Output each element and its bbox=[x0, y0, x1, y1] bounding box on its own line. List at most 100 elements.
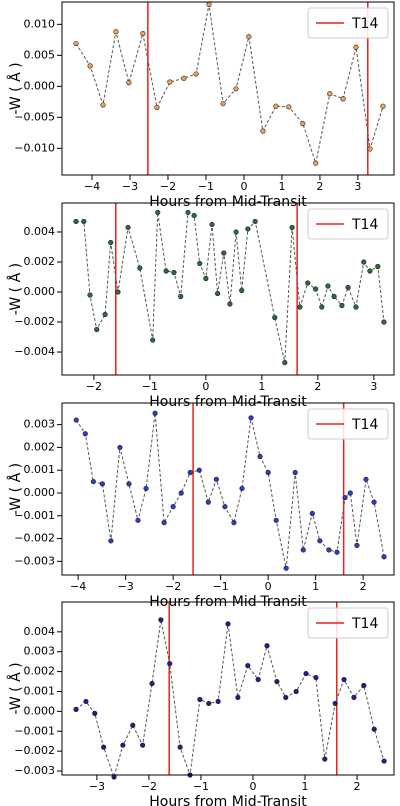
panel: −0.004 −0.002 0.000 0.002 0.004 −2 −1 0 1 2 3 Hours… bbox=[7, 202, 395, 410]
data-point bbox=[185, 209, 191, 216]
data-point bbox=[117, 444, 123, 451]
panel: −0.010 −0.005 0.000 0.005 0.010 −4 −3 −2 −1 0 1 2 3 H… bbox=[7, 1, 395, 210]
data-point bbox=[73, 40, 79, 47]
x-tick-label: −4 bbox=[84, 180, 100, 193]
x-tick-label: −4 bbox=[70, 580, 86, 593]
data-point bbox=[264, 643, 270, 649]
data-point bbox=[187, 469, 193, 476]
x-tick-label: −3 bbox=[122, 180, 138, 193]
data-point bbox=[227, 301, 233, 307]
data-point bbox=[317, 538, 323, 544]
data-line bbox=[75, 4, 384, 166]
data-point bbox=[137, 265, 143, 271]
data-point bbox=[340, 96, 346, 102]
x-tick-label: 1 bbox=[312, 580, 319, 593]
data-point bbox=[319, 304, 325, 310]
data-point bbox=[283, 694, 289, 701]
plot-frame bbox=[61, 1, 395, 176]
data-point bbox=[246, 34, 252, 40]
data-point bbox=[149, 680, 155, 687]
data-point bbox=[361, 259, 367, 265]
data-point bbox=[367, 268, 373, 274]
data-point bbox=[171, 269, 177, 276]
data-point bbox=[197, 696, 203, 703]
x-tick-label: −3 bbox=[118, 580, 134, 593]
x-tick-label: 1 bbox=[302, 780, 309, 793]
y-axis-label: -W ( Å ) bbox=[7, 62, 24, 114]
data-point bbox=[81, 218, 87, 225]
x-tick-label: 1 bbox=[258, 380, 265, 393]
data-point bbox=[381, 758, 387, 764]
data-point bbox=[248, 415, 254, 421]
data-point bbox=[181, 75, 187, 81]
y-tick-label: 0.003 bbox=[24, 645, 56, 658]
data-point bbox=[99, 481, 105, 487]
x-tick-label: −1 bbox=[213, 580, 229, 593]
data-point bbox=[239, 485, 245, 492]
y-tick-label: −0.003 bbox=[14, 554, 55, 567]
data-point bbox=[325, 283, 331, 289]
x-tick-label: 0 bbox=[249, 780, 256, 793]
data-point bbox=[322, 756, 328, 762]
data-point bbox=[203, 275, 209, 282]
x-tick-label: 2 bbox=[360, 580, 367, 593]
data-point bbox=[191, 212, 197, 219]
data-point bbox=[361, 682, 367, 689]
data-point bbox=[327, 91, 333, 97]
x-tick-label: 1 bbox=[278, 180, 285, 193]
data-point bbox=[197, 260, 203, 267]
data-point bbox=[286, 104, 292, 110]
data-point bbox=[272, 314, 278, 321]
data-point bbox=[260, 128, 266, 134]
y-tick-label: 0.001 bbox=[24, 463, 56, 476]
y-tick-label: 0.002 bbox=[24, 255, 56, 268]
data-point bbox=[300, 120, 306, 127]
data-point bbox=[313, 160, 319, 166]
legend-box bbox=[307, 7, 389, 39]
y-tick-label: 0.002 bbox=[24, 665, 56, 678]
y-axis-label: -W ( Å ) bbox=[7, 463, 24, 515]
data-point bbox=[245, 226, 251, 232]
data-point bbox=[300, 547, 306, 553]
data-point bbox=[73, 706, 79, 712]
data-point bbox=[143, 485, 149, 492]
data-point bbox=[354, 542, 360, 548]
data-point bbox=[83, 698, 89, 705]
y-tick-label: −0.002 bbox=[14, 315, 55, 328]
data-point bbox=[206, 700, 212, 707]
data-point bbox=[92, 710, 98, 716]
data-point bbox=[239, 287, 245, 294]
x-tick-label: −2 bbox=[165, 580, 181, 593]
x-tick-label: −1 bbox=[142, 380, 158, 393]
x-tick-label: 2 bbox=[314, 380, 321, 393]
data-point bbox=[115, 289, 121, 295]
y-tick-label: −0.001 bbox=[14, 724, 55, 737]
data-point bbox=[178, 490, 184, 496]
data-point bbox=[309, 510, 315, 517]
data-point bbox=[150, 337, 156, 343]
data-point bbox=[381, 319, 387, 325]
data-point bbox=[213, 476, 219, 482]
data-point bbox=[87, 63, 93, 69]
data-point bbox=[126, 481, 132, 487]
data-point bbox=[161, 520, 167, 526]
y-tick-label: 0.000 bbox=[24, 704, 56, 717]
x-tick-label: −2 bbox=[86, 380, 102, 393]
y-axis-label: -W ( Å ) bbox=[7, 662, 24, 714]
data-point bbox=[367, 146, 373, 152]
data-point bbox=[206, 1, 212, 8]
y-tick-label: 0.004 bbox=[24, 625, 56, 638]
data-point bbox=[120, 742, 126, 748]
data-point bbox=[87, 292, 93, 298]
data-point bbox=[101, 744, 107, 750]
data-point bbox=[108, 239, 114, 246]
x-axis-label: Hours from Mid-Transit bbox=[149, 194, 307, 210]
data-point bbox=[102, 311, 108, 318]
y-tick-label: −0.002 bbox=[14, 532, 55, 545]
data-point bbox=[196, 467, 202, 473]
data-point bbox=[221, 250, 227, 256]
x-tick-label: 0 bbox=[202, 380, 209, 393]
legend-label: T14 bbox=[351, 417, 378, 433]
data-point bbox=[154, 104, 160, 111]
data-point bbox=[113, 29, 119, 35]
